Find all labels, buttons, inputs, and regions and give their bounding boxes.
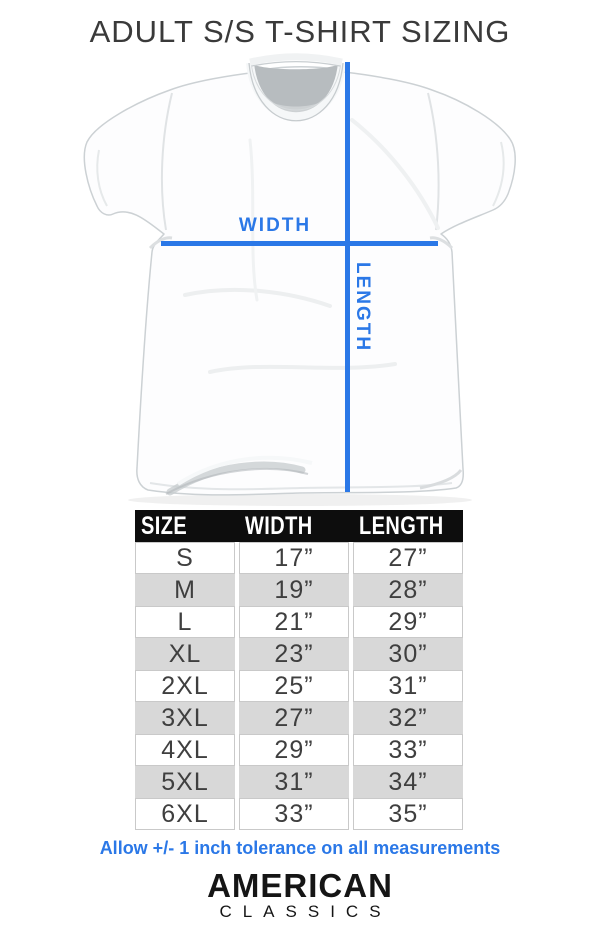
cell-length: 35” xyxy=(353,798,463,830)
table-row: XL 23” 30” xyxy=(135,638,463,670)
ground-shadow xyxy=(128,494,472,506)
table-row: M 19” 28” xyxy=(135,574,463,606)
collar-band-outline xyxy=(248,62,344,122)
length-label: LENGTH xyxy=(352,262,373,353)
cell-width: 29” xyxy=(239,734,349,766)
size-table: SIZE WIDTH LENGTH S 17” 27” M 19” 28” L … xyxy=(135,510,463,830)
hem-fold-shadow xyxy=(166,461,306,496)
width-label: WIDTH xyxy=(238,215,312,236)
wrinkle xyxy=(183,287,332,308)
tshirt-body xyxy=(83,66,516,496)
table-row: 5XL 31” 34” xyxy=(135,766,463,798)
cell-width: 17” xyxy=(239,542,349,574)
cell-width: 33” xyxy=(239,798,349,830)
size-table-header-width: WIDTH xyxy=(245,511,313,540)
armpit-shadow-left xyxy=(148,236,173,250)
table-row: 4XL 29” 33” xyxy=(135,734,463,766)
cell-size: S xyxy=(135,542,235,574)
cell-length: 27” xyxy=(353,542,463,574)
width-measure-line xyxy=(161,241,438,246)
brand-name: AMERICAN xyxy=(207,867,393,904)
cell-size: 4XL xyxy=(135,734,235,766)
tshirt-illustration xyxy=(83,53,516,506)
cell-length: 28” xyxy=(353,574,463,606)
cell-length: 29” xyxy=(353,606,463,638)
sleeve-seam-left xyxy=(160,92,173,231)
cell-width: 25” xyxy=(239,670,349,702)
brand-logo: AMERICAN CLASSICS xyxy=(0,869,600,921)
wrinkle xyxy=(350,118,440,230)
cell-length: 34” xyxy=(353,766,463,798)
table-row: 3XL 27” 32” xyxy=(135,702,463,734)
wrinkle xyxy=(208,362,397,374)
cell-length: 33” xyxy=(353,734,463,766)
cell-width: 31” xyxy=(239,766,349,798)
table-row: S 17” 27” xyxy=(135,542,463,574)
hem-fold-highlight xyxy=(176,455,313,486)
cell-size: 2XL xyxy=(135,670,235,702)
cell-length: 31” xyxy=(353,670,463,702)
table-row: L 21” 29” xyxy=(135,606,463,638)
table-row: 6XL 33” 35” xyxy=(135,798,463,830)
size-table-header: SIZE WIDTH LENGTH xyxy=(135,510,463,542)
hem-stitch xyxy=(149,482,453,491)
size-table-body: S 17” 27” M 19” 28” L 21” 29” XL 23” 30”… xyxy=(135,542,463,830)
cell-size: M xyxy=(135,574,235,606)
cell-size: XL xyxy=(135,638,235,670)
cell-width: 23” xyxy=(239,638,349,670)
cell-size: 6XL xyxy=(135,798,235,830)
collar-band-inner xyxy=(250,61,342,111)
sleeve-seam-right xyxy=(427,92,440,231)
page-title: ADULT S/S T-SHIRT SIZING xyxy=(89,14,511,49)
cell-size: L xyxy=(135,606,235,638)
cuff-stitch-right xyxy=(492,141,505,207)
cell-width: 27” xyxy=(239,702,349,734)
cell-length: 30” xyxy=(353,638,463,670)
cell-width: 21” xyxy=(239,606,349,638)
collar-band xyxy=(246,62,346,121)
collar-back-edge xyxy=(251,60,341,67)
cell-size: 5XL xyxy=(135,766,235,798)
length-measure-line xyxy=(345,62,350,492)
cell-length: 32” xyxy=(353,702,463,734)
armpit-shadow-right xyxy=(429,236,454,250)
hem-shade-right xyxy=(419,469,463,490)
cuff-stitch-left xyxy=(96,149,108,207)
collar-back xyxy=(249,53,343,66)
wrinkle xyxy=(248,138,259,302)
brand-subname: CLASSICS xyxy=(219,902,392,921)
cell-width: 19” xyxy=(239,574,349,606)
collar-hole xyxy=(252,64,340,112)
hem-fold-line xyxy=(165,467,309,495)
size-table-header-size: SIZE xyxy=(141,511,188,540)
cell-size: 3XL xyxy=(135,702,235,734)
size-table-header-length: LENGTH xyxy=(359,511,444,540)
tolerance-note: Allow +/- 1 inch tolerance on all measur… xyxy=(99,838,501,858)
table-row: 2XL 25” 31” xyxy=(135,670,463,702)
